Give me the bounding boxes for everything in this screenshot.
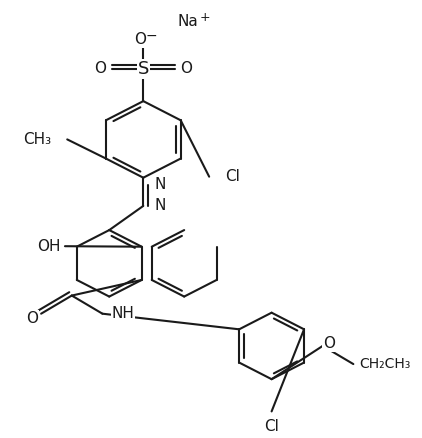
Text: −: −: [146, 28, 157, 42]
Text: O: O: [134, 32, 146, 47]
Text: N: N: [154, 177, 166, 192]
Text: O: O: [181, 61, 192, 76]
Text: Na: Na: [177, 14, 198, 29]
Text: +: +: [200, 11, 211, 24]
Text: Cl: Cl: [264, 420, 279, 434]
Text: Cl: Cl: [225, 169, 240, 184]
Text: O: O: [94, 61, 106, 76]
Text: N: N: [154, 198, 166, 213]
Text: OH: OH: [37, 239, 60, 254]
Text: NH: NH: [111, 306, 134, 321]
Text: CH₃: CH₃: [23, 132, 51, 147]
Text: O: O: [26, 311, 38, 326]
Text: CH₂CH₃: CH₂CH₃: [359, 357, 411, 371]
Text: S: S: [138, 60, 149, 78]
Text: O: O: [323, 336, 335, 351]
